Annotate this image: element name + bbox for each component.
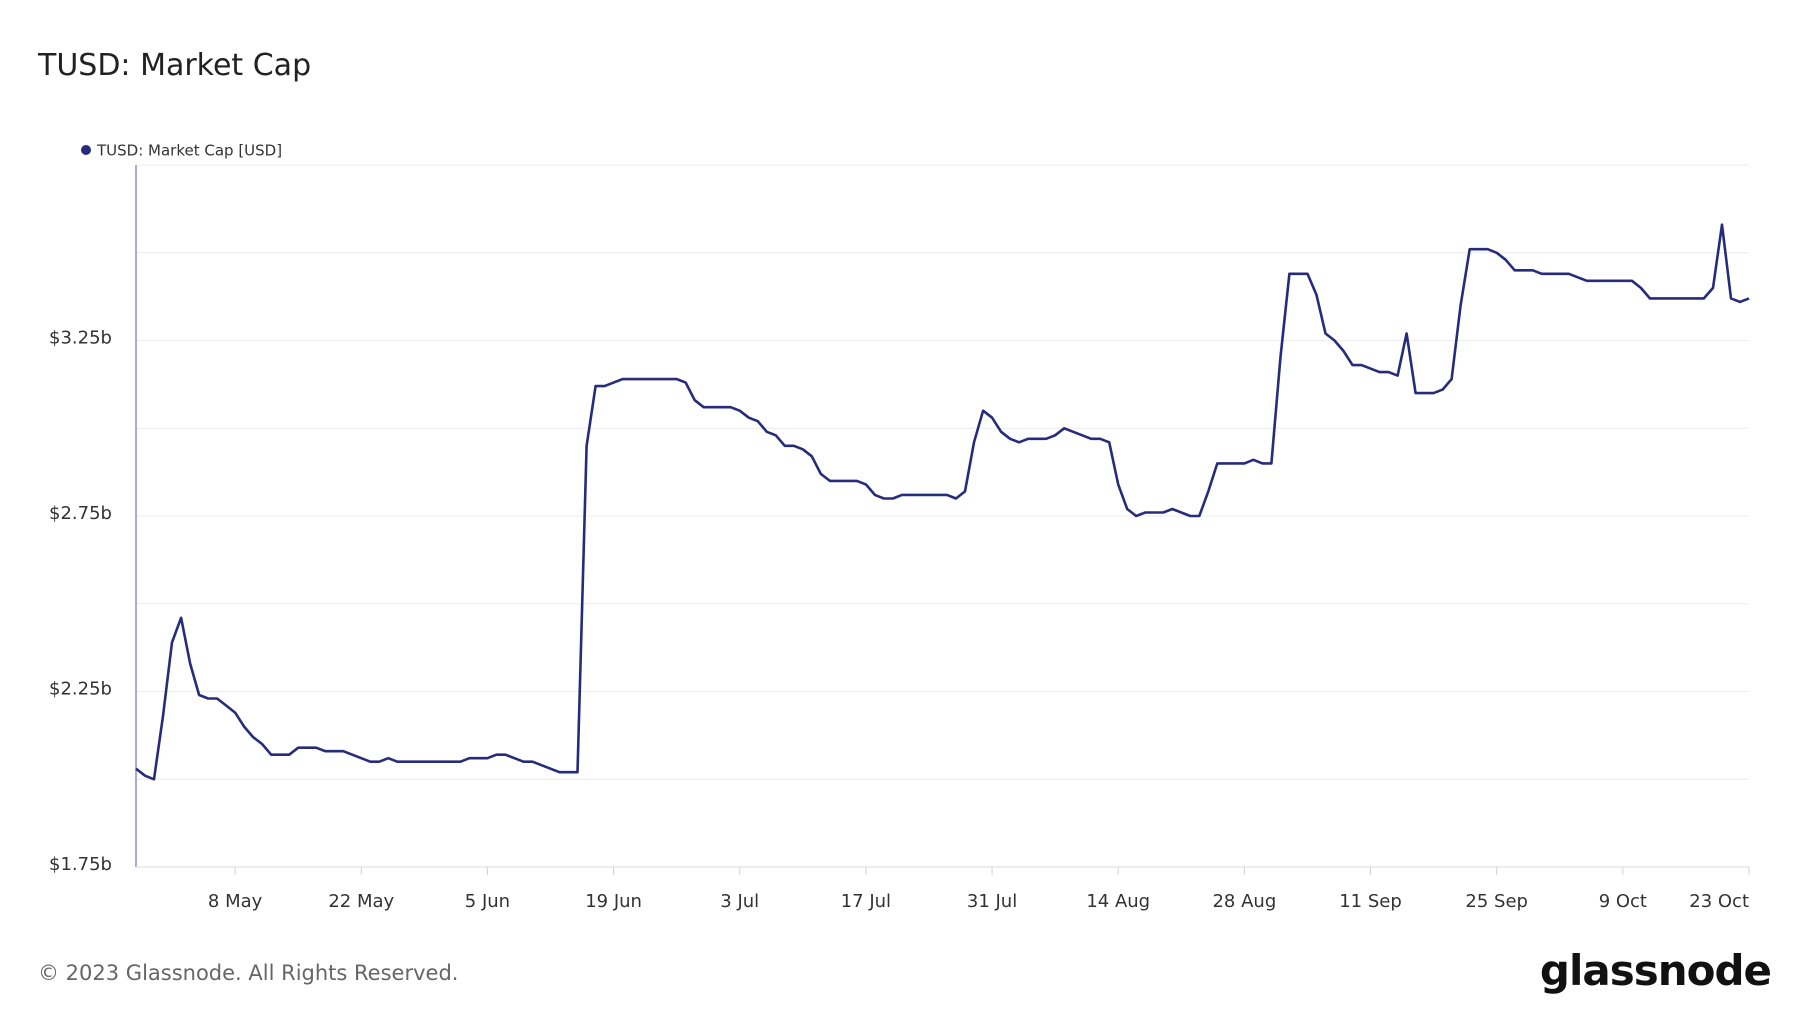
x-tick-label: 23 Oct — [1689, 891, 1749, 912]
logo: glassnode — [1540, 946, 1771, 995]
y-tick-label: $2.25b — [49, 679, 112, 700]
x-tick-label: 28 Aug — [1212, 891, 1276, 912]
y-tick-label: $3.25b — [49, 328, 112, 349]
x-tick-label: 19 Jun — [585, 891, 642, 912]
series-line — [135, 223, 1750, 781]
x-tick-label: 31 Jul — [967, 891, 1017, 912]
chart-title: TUSD: Market Cap — [37, 48, 311, 83]
x-tick-label: 17 Jul — [841, 891, 891, 912]
y-tick-label: $1.75b — [49, 854, 112, 875]
legend-label: TUSD: Market Cap [USD] — [96, 142, 282, 160]
x-tick-label: 3 Jul — [720, 891, 759, 912]
x-tick-label: 8 May — [208, 891, 263, 912]
x-tick-label: 14 Aug — [1086, 891, 1150, 912]
x-tick-label: 5 Jun — [465, 891, 510, 912]
x-tick-label: 22 May — [328, 891, 394, 912]
x-tick-label: 11 Sep — [1339, 891, 1402, 912]
x-tick-label: 25 Sep — [1465, 891, 1528, 912]
x-tick-label: 9 Oct — [1599, 891, 1647, 912]
copyright: © 2023 Glassnode. All Rights Reserved. — [38, 961, 458, 985]
y-tick-label: $2.75b — [49, 503, 112, 524]
legend-marker — [81, 145, 91, 155]
